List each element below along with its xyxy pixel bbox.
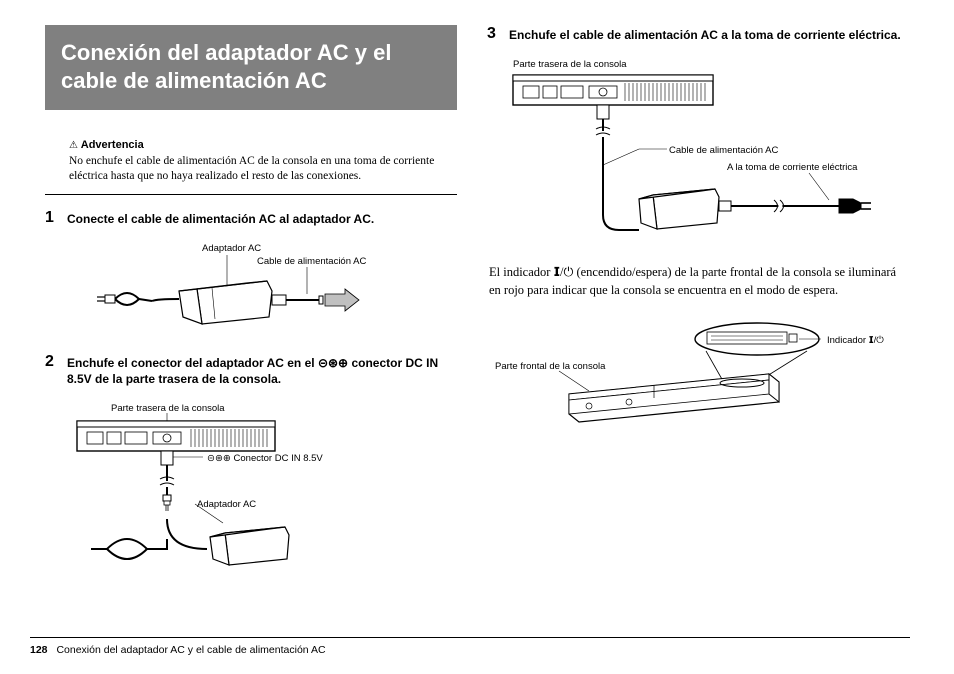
fig3-rear-label: Parte trasera de la consola bbox=[513, 59, 627, 70]
body-paragraph: El indicador 𝗜/⏻ (encendido/espera) de l… bbox=[487, 264, 909, 299]
section-title: Conexión del adaptador AC y el cable de … bbox=[45, 25, 457, 110]
step-2: 2 Enchufe el conector del adaptador AC e… bbox=[45, 353, 457, 387]
page-footer: 128 Conexión del adaptador AC y el cable… bbox=[30, 637, 910, 656]
step-3-heading: Enchufe el cable de alimentación AC a la… bbox=[509, 25, 901, 43]
fig1-cable-label: Cable de alimentación AC bbox=[257, 256, 366, 267]
warning-text: No enchufe el cable de alimentación AC d… bbox=[69, 154, 457, 184]
fig4-indicator-label: Indicador 𝗜/⏻ bbox=[827, 335, 884, 346]
warning-block: ⚠ Advertencia No enchufe el cable de ali… bbox=[45, 134, 457, 195]
fig2-adapter-label: Adaptador AC bbox=[197, 499, 256, 510]
warning-icon: ⚠ bbox=[69, 140, 81, 151]
fig4-front-label: Parte frontal de la consola bbox=[495, 361, 606, 372]
right-column: 3 Enchufe el cable de alimentación AC a … bbox=[487, 25, 909, 620]
fig1-adapter-label: Adaptador AC bbox=[202, 243, 261, 254]
step-1-number: 1 bbox=[45, 209, 67, 227]
step-1-heading: Conecte el cable de alimentación AC al a… bbox=[67, 209, 374, 227]
step-2-heading: Enchufe el conector del adaptador AC en … bbox=[67, 353, 457, 387]
figure-3: Parte trasera de la consola bbox=[509, 55, 909, 240]
step-1: 1 Conecte el cable de alimentación AC al… bbox=[45, 209, 457, 227]
footer-text: Conexión del adaptador AC y el cable de … bbox=[56, 644, 325, 656]
step-2-number: 2 bbox=[45, 353, 67, 387]
fig3-plug-label: A la toma de corriente eléctrica bbox=[727, 162, 858, 173]
figure-2: Parte trasera de la consola ⊝⊛⊕ Conector… bbox=[67, 399, 457, 579]
step-3-number: 3 bbox=[487, 25, 509, 43]
left-column: Conexión del adaptador AC y el cable de … bbox=[45, 25, 457, 620]
figure-1: Adaptador AC Cable de alimentación AC bbox=[67, 239, 457, 339]
warning-label: ⚠ Advertencia bbox=[69, 137, 457, 152]
fig2-dc-label: ⊝⊛⊕ Conector DC IN 8.5V bbox=[207, 453, 323, 464]
fig2-rear-label: Parte trasera de la consola bbox=[111, 403, 225, 414]
page-number: 128 bbox=[30, 644, 48, 656]
fig3-cable-label: Cable de alimentación AC bbox=[669, 145, 778, 156]
step-3: 3 Enchufe el cable de alimentación AC a … bbox=[487, 25, 909, 43]
figure-4: Parte frontal de la consola Indicador 𝗜/… bbox=[489, 319, 909, 439]
